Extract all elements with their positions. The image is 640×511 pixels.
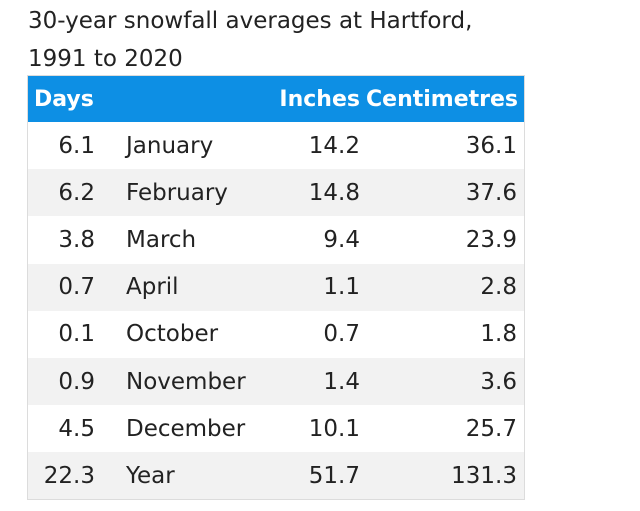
table-row-total: 22.3 Year 51.7 131.3 — [28, 452, 524, 499]
cell-centimetres: 131.3 — [451, 462, 517, 489]
cell-inches: 51.7 — [308, 462, 360, 489]
cell-inches: 14.2 — [308, 132, 360, 159]
cell-centimetres: 3.6 — [480, 368, 517, 395]
table-row: 0.9 November 1.4 3.6 — [28, 357, 524, 406]
header-month — [107, 76, 257, 122]
cell-days: 0.7 — [58, 274, 95, 301]
header-days: Days — [34, 86, 94, 112]
table-row: 0.1 October 0.7 1.8 — [28, 310, 524, 358]
cell-month: November — [126, 368, 246, 395]
table-row: 6.2 February 14.8 37.6 — [28, 169, 524, 217]
cell-inches: 9.4 — [323, 226, 360, 253]
table-header: Days Inches Centimetres — [28, 76, 524, 122]
cell-inches: 10.1 — [308, 415, 360, 442]
cell-month: January — [126, 132, 214, 159]
cell-days: 3.8 — [58, 226, 95, 253]
cell-month: October — [126, 321, 219, 348]
cell-centimetres: 37.6 — [465, 179, 517, 206]
cell-days: 0.9 — [58, 368, 95, 395]
caption-line-2: 1991 to 2020 — [28, 46, 183, 72]
header-centimetres: Centimetres — [366, 86, 519, 112]
header-row: Days Inches Centimetres — [28, 76, 524, 122]
snowfall-table-container: Days Inches Centimetres 6.1 January 14.2… — [27, 75, 525, 500]
cell-inches: 1.4 — [323, 368, 360, 395]
cell-days: 6.2 — [58, 179, 95, 206]
snowfall-table: Days Inches Centimetres 6.1 January 14.2… — [28, 76, 524, 499]
cell-month: Year — [126, 462, 175, 489]
cell-inches: 1.1 — [323, 274, 360, 301]
cell-inches: 14.8 — [308, 179, 360, 206]
cell-inches: 0.7 — [323, 321, 360, 348]
table-row: 3.8 March 9.4 23.9 — [28, 216, 524, 264]
cell-month: February — [126, 179, 228, 206]
cell-days: 22.3 — [43, 462, 95, 489]
table-row: 0.7 April 1.1 2.8 — [28, 263, 524, 311]
cell-centimetres: 25.7 — [465, 415, 517, 442]
cell-month: March — [126, 226, 197, 253]
cell-centimetres: 36.1 — [465, 132, 517, 159]
cell-days: 4.5 — [58, 415, 95, 442]
table-row: 6.1 January 14.2 36.1 — [28, 122, 524, 170]
header-inches: Inches — [279, 86, 360, 112]
cell-centimetres: 23.9 — [465, 226, 517, 253]
cell-month: April — [126, 274, 179, 301]
cell-days: 0.1 — [58, 321, 95, 348]
cell-centimetres: 2.8 — [480, 274, 517, 301]
cell-days: 6.1 — [58, 132, 95, 159]
caption-line-1: 30-year snowfall averages at Hartford, — [28, 8, 473, 34]
table-row: 4.5 December 10.1 25.7 — [28, 405, 524, 453]
table-caption: 30-year snowfall averages at Hartford, 1… — [28, 2, 548, 78]
cell-centimetres: 1.8 — [480, 321, 517, 348]
table-body: 6.1 January 14.2 36.1 6.2 February 14.8 … — [28, 122, 524, 499]
cell-month: December — [126, 415, 246, 442]
